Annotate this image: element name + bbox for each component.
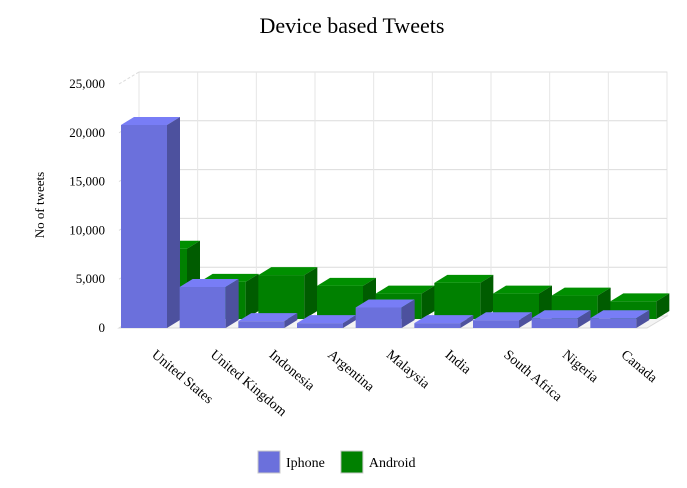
bar-side — [343, 315, 356, 328]
bar-iphone-canada — [590, 310, 650, 328]
bar-front — [121, 124, 167, 328]
legend-item-iphone[interactable]: Iphone — [257, 450, 325, 474]
x-category-label: Indonesia — [266, 348, 318, 395]
bar-android-india — [434, 274, 494, 319]
bar-side — [304, 267, 318, 319]
bar-top — [434, 274, 494, 283]
y-tick-label: 25,000 — [69, 76, 105, 91]
bar-iphone-united-states — [121, 116, 180, 328]
bars — [121, 116, 670, 328]
bar-iphone-nigeria — [531, 310, 591, 328]
y-tick-label: 10,000 — [69, 222, 105, 237]
x-category-label: Canada — [618, 348, 660, 387]
bar-side — [421, 285, 435, 319]
bar-top — [317, 277, 376, 286]
x-category-label: Argentina — [324, 348, 377, 396]
bar-front — [238, 321, 285, 328]
bar-front — [317, 285, 363, 319]
bar-top — [258, 267, 318, 276]
bar-front — [258, 275, 305, 319]
y-axis-ticks: 0 5,000 10,000 15,000 20,000 25,000 — [69, 76, 105, 335]
bar-front — [179, 287, 226, 328]
bar-top — [414, 315, 474, 324]
legend-item-android[interactable]: Android — [340, 450, 416, 474]
legend-swatch — [340, 450, 364, 474]
bar-iphone-indonesia — [238, 313, 298, 328]
y-tick-label: 20,000 — [69, 125, 105, 140]
bar-front — [473, 320, 519, 328]
bar-top — [121, 116, 180, 125]
chart-title: Device based Tweets — [260, 13, 445, 38]
legend-label: Android — [369, 456, 416, 471]
legend-label: Iphone — [286, 456, 325, 471]
bar-top — [531, 310, 591, 319]
bar-front — [434, 282, 481, 319]
x-category-label: Nigeria — [559, 348, 601, 387]
bar-side — [519, 312, 532, 328]
y-tick-label: 5,000 — [76, 271, 105, 286]
bar-iphone-argentina — [297, 315, 356, 328]
bar-android-argentina — [317, 277, 376, 319]
bar-top — [375, 285, 435, 294]
bar-top — [610, 293, 670, 302]
bar-side — [636, 310, 650, 328]
y-tick-label: 0 — [99, 320, 106, 335]
bar-side — [245, 273, 259, 319]
legend-swatch — [257, 450, 281, 474]
side-gridline — [118, 71, 140, 85]
bar-android-indonesia — [258, 267, 318, 319]
bar-top — [473, 312, 532, 321]
bar-side — [284, 313, 298, 328]
bar-front — [531, 318, 578, 328]
bar-side — [225, 279, 239, 328]
bar-top — [297, 315, 356, 324]
bar-iphone-malaysia — [355, 299, 415, 328]
bar-side — [460, 315, 474, 328]
x-category-label: South Africa — [500, 348, 565, 406]
x-category-label: India — [442, 348, 474, 378]
bar-side — [656, 293, 670, 319]
bar-iphone-india — [414, 315, 474, 328]
y-axis-title: No of tweets — [32, 172, 47, 238]
bar-side — [577, 310, 591, 328]
bar-top — [590, 310, 650, 319]
bar-side — [401, 299, 415, 328]
legend: Iphone Android — [257, 450, 416, 474]
bar-front — [355, 307, 402, 328]
x-category-label: United States — [148, 348, 215, 408]
bar-side — [480, 274, 494, 319]
x-category-label: Malaysia — [383, 348, 433, 393]
bar-top — [355, 299, 415, 308]
bar-iphone-south-africa — [473, 312, 532, 328]
bar-front — [297, 323, 343, 328]
bar-top — [551, 287, 611, 296]
bar-front — [414, 323, 461, 328]
bar-top — [179, 279, 239, 288]
bar-side — [167, 116, 180, 328]
bar-top — [238, 313, 298, 322]
y-tick-label: 15,000 — [69, 174, 105, 189]
bar-top — [493, 285, 552, 294]
bar-front — [590, 318, 637, 328]
bar-iphone-united-kingdom — [179, 279, 239, 328]
